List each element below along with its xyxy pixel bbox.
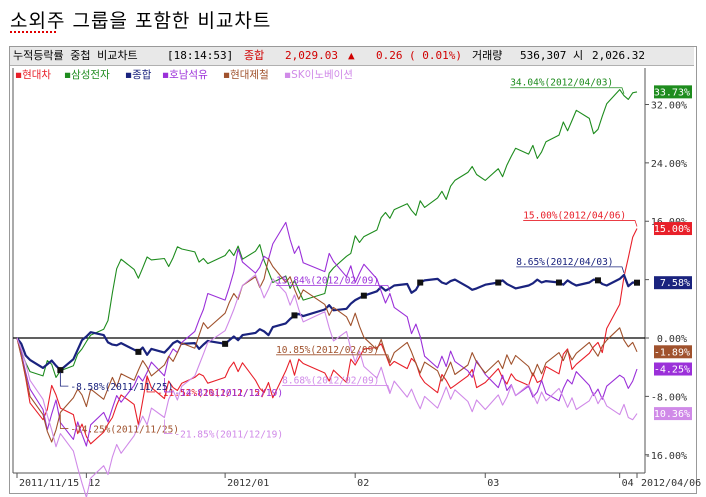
last-value-tag-label: -1.89% (654, 347, 690, 358)
open-value: 2,026.32 (592, 49, 645, 62)
data-point-marker (634, 279, 640, 286)
x-tick-label: 2012/01 (227, 478, 269, 489)
last-value-tag (654, 345, 692, 359)
up-arrow-icon: ▲ (348, 49, 355, 62)
x-tick-label: 12 (88, 478, 100, 489)
series-line (16, 273, 638, 372)
y-tick-label: -16.00% (645, 451, 687, 462)
annotation-leader (59, 414, 69, 429)
annotation-leader (510, 87, 625, 94)
x-tick-label: 03 (487, 478, 499, 489)
annotation-leader (523, 220, 638, 227)
last-value-tag (654, 222, 692, 236)
index-name: 종합 (244, 49, 265, 62)
clock-time: [18:14:53] (167, 49, 234, 62)
last-value-tag-label: -10.36% (648, 409, 690, 420)
series-line (16, 221, 638, 447)
data-point-marker (360, 292, 367, 299)
last-value-tag-label: 33.73% (654, 87, 690, 98)
index-change: 0.26 (376, 49, 403, 62)
annotation-leader (59, 372, 69, 387)
data-point-marker (495, 279, 502, 286)
legend-item: ▪삼성전자 (64, 69, 110, 81)
annotation-label: 8.65%(2012/04/03) (516, 257, 613, 268)
legend-item: ▪호남석유 (162, 69, 208, 81)
annotation-label: 8.68%(2012/02/09) (282, 375, 379, 386)
last-value-tag (654, 407, 692, 421)
data-point-marker (57, 367, 64, 374)
chart-header-bar: 누적등락률 중첩 비교차트 [18:14:53] 종합 2,029.03 ▲ 0… (10, 47, 694, 66)
y-tick-label: 24.00% (651, 159, 687, 170)
annotation-label: -11.52%(2011/12/15) (157, 388, 266, 399)
x-tick-label: 2011/11/15 (19, 478, 79, 489)
last-value-tag-label: 7.58% (660, 278, 690, 289)
annotation-label: 10.85%(2012/02/09) (276, 345, 379, 356)
chart-name: 누적등락률 중첩 비교차트 (13, 49, 138, 62)
x-tick-label: 04 (622, 478, 634, 489)
annotation-leader (146, 377, 156, 393)
volume-value: 536,307 (520, 49, 567, 62)
legend-item: ▪종합 (125, 69, 152, 81)
page-title: 소외주 그룹을 포함한 비교차트 (10, 10, 272, 32)
last-value-tag-label: -4.25% (654, 365, 690, 376)
annotation-leader (516, 266, 625, 274)
y-tick-label: -8.00% (651, 392, 687, 403)
series-line (16, 89, 638, 378)
annotation-label: 34.04%(2012/04/03) (510, 78, 613, 89)
annotation-leader (282, 385, 391, 392)
y-tick-label: 32.00% (651, 100, 687, 111)
y-tick-label: 0.00% (657, 334, 687, 345)
annotation-label: -8.58%(2011/11/25) (70, 382, 173, 393)
x-tick-label: 02 (357, 478, 369, 489)
annotation-leader (276, 354, 391, 361)
x-tick-label: 2012/04/06 (641, 478, 701, 489)
volume-label: 거래량 (472, 49, 503, 62)
data-point-marker (222, 340, 229, 347)
last-value-tag (654, 276, 692, 290)
annotation-label: 15.00%(2012/04/06) (523, 211, 626, 222)
annotation-label: 15.84%(2012/02/09) (276, 275, 379, 286)
index-change-pct: ( 0.01%) (409, 49, 462, 62)
annotation-leader (276, 285, 391, 292)
legend-item: ▪현대차 (15, 69, 51, 81)
annotation-label: -21.85%(2011/12/19) (174, 430, 283, 441)
data-point-marker (594, 277, 601, 284)
legend-item: ▪SK이노베이션 (284, 69, 353, 81)
annotation-leader (164, 377, 173, 393)
spellcheck-underline (10, 31, 56, 33)
series-line (16, 274, 638, 497)
data-point-marker (135, 348, 142, 355)
index-value: 2,029.03 (285, 49, 338, 62)
annotation-leader (164, 419, 173, 434)
last-value-tag-label: 15.00% (654, 224, 690, 235)
series-line (16, 258, 638, 443)
annotation-label: -14.25%(2011/11/25) (70, 424, 179, 435)
last-value-tag (654, 362, 692, 376)
last-value-tag (654, 85, 692, 99)
series-line (16, 228, 638, 445)
chart-frame (9, 46, 697, 494)
open-label: 시 (573, 49, 584, 62)
data-point-marker (417, 279, 424, 286)
data-point-marker (291, 312, 298, 319)
legend-item: ▪현대제철 (223, 69, 269, 81)
annotation-label: -14.81%(2011/12/19) (174, 388, 283, 399)
data-point-marker (555, 279, 562, 286)
